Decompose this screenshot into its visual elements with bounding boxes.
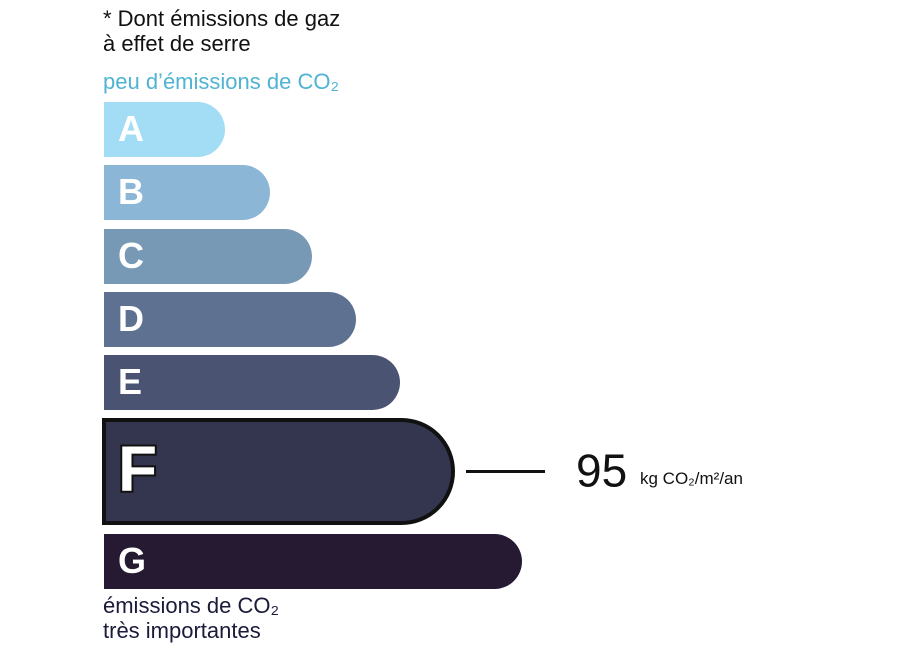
top-label: peu d’émissions de CO₂ bbox=[103, 69, 339, 94]
class-bar bbox=[104, 355, 400, 410]
class-letter: F bbox=[118, 432, 157, 504]
class-bar bbox=[104, 292, 356, 347]
header-line: * Dont émissions de gaz bbox=[103, 6, 340, 31]
bottom-label: très importantes bbox=[103, 618, 261, 643]
class-letter: D bbox=[118, 298, 144, 339]
class-bar bbox=[104, 534, 522, 589]
class-letter: G bbox=[118, 540, 146, 581]
class-bar bbox=[104, 102, 225, 157]
class-letter: B bbox=[118, 171, 144, 212]
bottom-label: émissions de CO₂ bbox=[103, 593, 279, 618]
class-bar bbox=[102, 418, 455, 525]
rating-value: 95 bbox=[576, 445, 627, 497]
rating-unit: kg CO₂/m²/an bbox=[640, 469, 743, 488]
class-bar bbox=[104, 165, 270, 220]
class-letter: A bbox=[118, 108, 144, 149]
class-letter: E bbox=[118, 361, 142, 402]
class-bar bbox=[104, 229, 312, 284]
header-line: à effet de serre bbox=[103, 31, 251, 56]
class-letter: C bbox=[118, 235, 144, 276]
